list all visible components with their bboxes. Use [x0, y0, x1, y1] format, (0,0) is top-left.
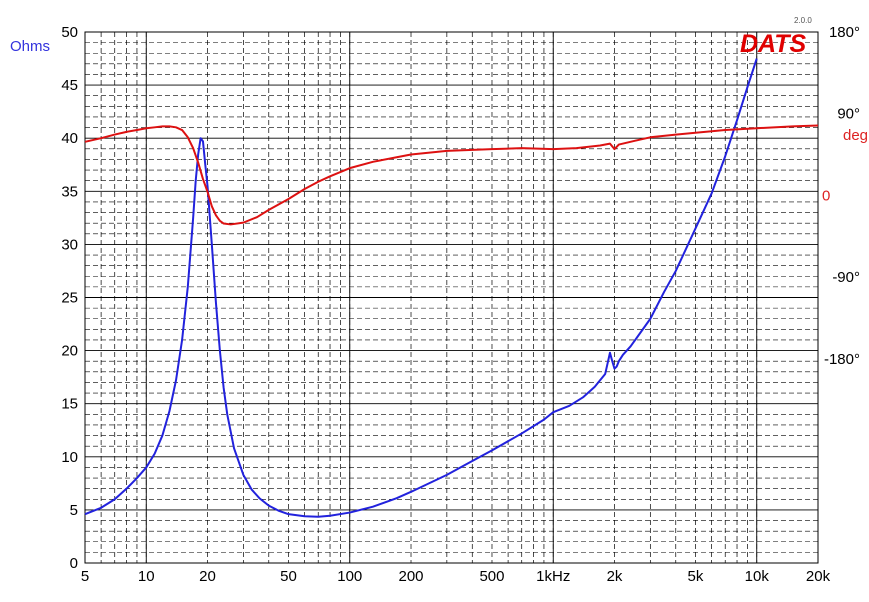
y-right-tick-label: -180° [824, 351, 860, 368]
y-left-tick-label: 30 [61, 236, 78, 253]
y-left-tick-label: 25 [61, 290, 78, 307]
y-left-tick-label: 40 [61, 130, 78, 147]
y-left-tick-label: 50 [61, 24, 78, 41]
x-tick-label: 500 [479, 568, 504, 585]
x-tick-label: 100 [337, 568, 362, 585]
y-right-tick-label: 0 [822, 187, 830, 204]
plot-frame [84, 31, 819, 564]
dats-logo: DATS [740, 30, 807, 58]
grid-major [85, 31, 818, 564]
y-left-tick-labels: 0 5 10 15 20 25 30 35 40 45 50 [61, 24, 78, 572]
dats-version: 2.0.0 [794, 16, 812, 25]
y-left-tick-label: 0 [70, 555, 78, 572]
y-left-tick-label: 10 [61, 449, 78, 466]
phase-line [84, 124, 819, 226]
x-tick-labels: 5 10 20 50 100 200 500 1kHz 2k 5k 10k 20k [81, 568, 831, 585]
y-left-tick-label: 5 [70, 502, 78, 519]
x-tick-label: 200 [398, 568, 423, 585]
x-tick-label: 20 [199, 568, 216, 585]
y-right-tick-label: 90° [837, 106, 860, 123]
y-right-tick-labels: 180° 90° 0 -90° -180° [822, 24, 860, 368]
y-left-tick-label: 35 [61, 183, 78, 200]
x-tick-label: 50 [280, 568, 297, 585]
y-right-unit: deg [843, 127, 868, 144]
series-group [84, 58, 819, 518]
impedance-line [84, 58, 758, 518]
y-right-tick-label: 180° [829, 24, 860, 41]
x-tick-label: 10 [138, 568, 155, 585]
x-tick-label: 5 [81, 568, 89, 585]
x-tick-label: 5k [688, 568, 704, 585]
x-tick-label: 10k [745, 568, 770, 585]
y-right-tick-label: -90° [832, 269, 860, 286]
y-left-tick-label: 15 [61, 396, 78, 413]
x-tick-label: 2k [607, 568, 623, 585]
x-tick-label: 1kHz [536, 568, 570, 585]
x-tick-label: 20k [806, 568, 831, 585]
y-left-tick-label: 20 [61, 343, 78, 360]
y-left-unit: Ohms [10, 38, 50, 55]
y-left-tick-label: 45 [61, 77, 78, 94]
